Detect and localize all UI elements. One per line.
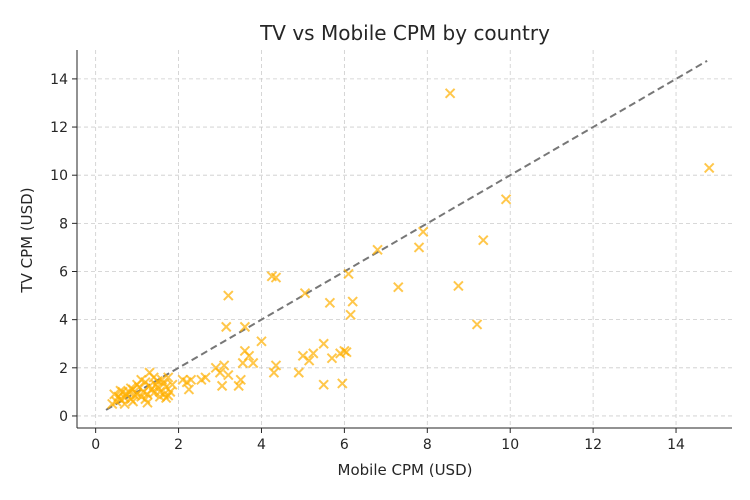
x-tick-label: 4 — [257, 437, 266, 453]
data-point — [183, 384, 195, 395]
data-point — [417, 226, 429, 237]
x-tick-label: 2 — [174, 437, 183, 453]
data-point — [326, 352, 338, 364]
data-point — [308, 348, 319, 359]
axes — [72, 50, 732, 433]
data-point — [343, 268, 354, 280]
y-tick-label: 2 — [59, 361, 68, 377]
data-point — [500, 194, 512, 205]
data-point — [471, 319, 483, 330]
data-point — [214, 367, 226, 378]
y-tick-label: 6 — [59, 265, 68, 281]
x-tick-label: 12 — [584, 437, 602, 453]
data-point — [345, 309, 356, 321]
grid — [77, 50, 732, 428]
data-point — [223, 290, 234, 301]
data-point — [453, 280, 464, 292]
data-point — [223, 369, 234, 381]
data-point — [299, 287, 311, 299]
data-point — [318, 379, 329, 390]
chart-title: TV vs Mobile CPM by country — [259, 21, 550, 45]
data-point — [247, 357, 259, 369]
data-point — [478, 234, 489, 246]
data-point — [221, 321, 232, 333]
x-tick-label: 10 — [501, 437, 519, 453]
data-point — [119, 398, 130, 410]
data-point — [158, 378, 170, 389]
data-point — [303, 355, 315, 366]
data-point — [125, 383, 137, 394]
data-point — [270, 272, 282, 283]
data-point — [216, 380, 228, 392]
data-point — [152, 375, 164, 387]
data-point — [268, 367, 280, 378]
data-point — [200, 372, 211, 383]
data-point — [142, 397, 153, 408]
data-point — [144, 380, 155, 392]
x-tick-label: 0 — [91, 437, 100, 453]
y-tick-label: 4 — [59, 313, 68, 329]
data-point — [218, 360, 230, 371]
data-point — [131, 379, 143, 390]
y-axis-label: TV CPM (USD) — [18, 187, 36, 293]
y-tick-label: 14 — [50, 72, 68, 88]
data-point — [413, 242, 425, 253]
y-tick-label: 12 — [50, 120, 68, 136]
data-point — [239, 321, 251, 333]
data-points — [107, 88, 715, 410]
x-tick-label: 6 — [340, 437, 349, 453]
data-point — [347, 296, 358, 307]
data-point — [444, 88, 456, 99]
data-point — [233, 380, 244, 392]
data-point — [162, 372, 174, 383]
data-point — [703, 162, 715, 174]
data-point — [127, 396, 139, 407]
x-tick-label: 8 — [423, 437, 432, 453]
y-tick-label: 10 — [50, 168, 68, 184]
data-point — [324, 297, 336, 309]
data-point — [235, 374, 246, 386]
data-point — [270, 360, 282, 371]
data-point — [160, 392, 172, 404]
data-point — [293, 367, 304, 378]
trend-line-group — [105, 59, 708, 411]
data-point — [341, 346, 352, 358]
data-point — [115, 385, 126, 396]
data-point — [393, 281, 404, 293]
data-point — [372, 244, 383, 256]
x-axis-label: Mobile CPM (USD) — [338, 461, 473, 479]
x-tick-label: 14 — [667, 437, 685, 453]
data-point — [256, 336, 267, 347]
data-point — [337, 378, 348, 389]
y-tick-label: 0 — [59, 409, 68, 425]
tick-labels: 0 2 4 6 8 10 12 14 0 2 4 6 8 10 12 14 — [50, 72, 685, 453]
y-tick-label: 8 — [59, 216, 68, 232]
trend-line — [105, 59, 708, 411]
data-point — [243, 350, 255, 361]
data-point — [318, 338, 329, 349]
data-point — [185, 374, 197, 386]
data-point — [167, 379, 178, 390]
